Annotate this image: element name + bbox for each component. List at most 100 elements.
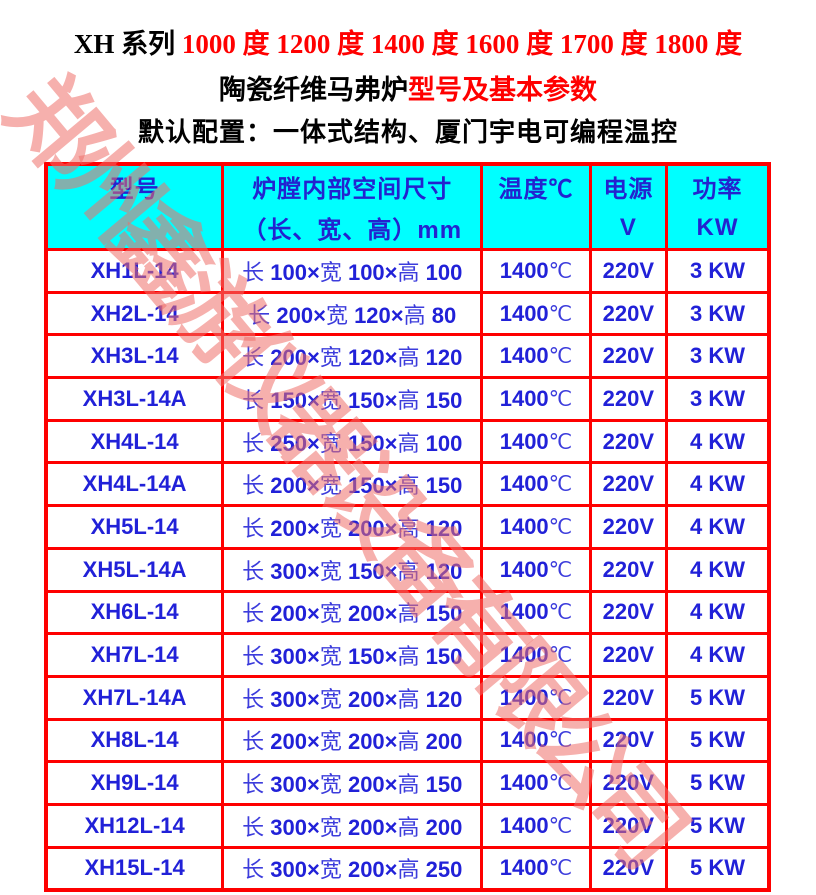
header-chamber-size-line1: 炉膛内部空间尺寸 — [252, 176, 453, 203]
dim-label-width: 宽 — [319, 644, 342, 670]
temperature-unit: ℃ — [548, 344, 573, 369]
model-cell: XH3L-14A — [44, 376, 225, 422]
temperature-value: 1400 — [499, 855, 549, 881]
temperature-unit: ℃ — [548, 472, 573, 497]
dim-value-height: 120 — [419, 686, 463, 712]
power-cell: 5 KW — [665, 674, 771, 721]
power-cell: 3 KW — [665, 248, 771, 294]
dim-value-height: 150 — [419, 601, 463, 627]
temperature-cell: 1400℃ — [480, 717, 592, 764]
temperature-value: 1400 — [499, 599, 549, 625]
dim-label-length: 长 — [242, 387, 265, 413]
dim-value-height: 150 — [419, 644, 463, 670]
temperature-unit: ℃ — [548, 600, 573, 625]
dim-value-width: 150× — [341, 430, 398, 456]
dim-label-width: 宽 — [319, 601, 342, 627]
temperature-value: 1400 — [499, 556, 549, 582]
dim-label-length: 长 — [242, 772, 265, 798]
dim-label-width: 宽 — [319, 345, 342, 371]
dim-value-height: 120 — [419, 345, 463, 371]
dim-label-length: 长 — [242, 814, 265, 840]
model-cell: XH15L-14 — [44, 845, 225, 892]
dim-value-width: 150× — [341, 387, 398, 413]
dim-label-height: 高 — [397, 259, 420, 285]
dim-label-length: 长 — [242, 345, 265, 371]
dimensions-cell: 长 200×宽 200×高 150 — [221, 589, 484, 636]
dimensions-cell: 长 200×宽 200×高 200 — [221, 717, 484, 764]
model-cell: XH2L-14 — [44, 290, 225, 337]
temperature-cell: 1400℃ — [480, 248, 592, 294]
header-temperature: 温度℃ — [480, 162, 592, 251]
power-cell: 4 KW — [665, 461, 771, 508]
temperature-value: 1400 — [499, 727, 549, 753]
dim-label-length: 长 — [242, 259, 265, 285]
dim-value-width: 200× — [341, 686, 398, 712]
power-cell: 5 KW — [665, 845, 771, 892]
voltage-cell: 220V — [588, 290, 669, 337]
temperature-unit: ℃ — [548, 856, 573, 881]
dimensions-cell: 长 300×宽 200×高 250 — [221, 845, 484, 892]
dim-value-width: 120× — [341, 345, 398, 371]
table-row: XH7L-14 长 300×宽 150×高 150 1400℃ 220V 4 KW — [44, 632, 771, 678]
title-series-black: XH 系列 — [73, 29, 182, 59]
dim-value-length: 200× — [264, 345, 320, 371]
dim-label-height: 高 — [397, 601, 420, 627]
dim-label-width: 宽 — [319, 430, 342, 456]
dim-value-height: 120 — [419, 558, 463, 584]
dim-label-length: 长 — [242, 473, 265, 499]
dimensions-cell: 长 200×宽 200×高 120 — [221, 504, 484, 550]
spec-table-body: XH1L-14 长 100×宽 100×高 100 1400℃ 220V 3 KW XH2… — [44, 248, 771, 892]
dim-value-length: 300× — [264, 772, 320, 798]
temperature-value: 1400 — [499, 770, 549, 796]
model-cell: XH6L-14 — [44, 589, 225, 636]
power-cell: 5 KW — [665, 760, 771, 806]
dim-label-width: 宽 — [325, 302, 348, 328]
dim-label-height: 高 — [397, 857, 420, 883]
dim-value-width: 200× — [341, 601, 398, 627]
table-row: XH4L-14 长 250×宽 150×高 100 1400℃ 220V 4 KW — [44, 418, 771, 465]
table-row: XH12L-14 长 300×宽 200×高 200 1400℃ 220V 5 KW — [44, 802, 771, 849]
header-power-unit: KW — [696, 213, 739, 241]
dim-label-length: 长 — [242, 515, 265, 541]
dim-value-height: 100 — [419, 430, 463, 456]
temperature-value: 1400 — [499, 428, 549, 454]
dim-label-length: 长 — [242, 644, 265, 670]
table-row: XH6L-14 长 200×宽 200×高 150 1400℃ 220V 4 KW — [44, 589, 771, 636]
voltage-cell: 220V — [588, 504, 669, 550]
dim-label-length: 长 — [242, 558, 265, 584]
spec-table-header: 型号 炉膛内部空间尺寸 （长、宽、高）mm 温度℃ 电源 V 功率 KW — [44, 162, 771, 251]
dim-value-height: 250 — [419, 857, 463, 883]
voltage-cell: 220V — [588, 546, 669, 593]
dim-label-length: 长 — [242, 430, 265, 456]
voltage-cell: 220V — [588, 674, 669, 721]
default-config-line: 默认配置：一体式结构、厦门宇电可编程温控 — [137, 117, 678, 147]
temperature-unit: ℃ — [548, 813, 573, 838]
temperature-unit: ℃ — [548, 557, 573, 582]
dim-value-width: 200× — [341, 814, 398, 840]
header-power-supply: 电源 V — [588, 162, 669, 251]
header-model-label: 型号 — [109, 176, 160, 203]
dim-label-width: 宽 — [319, 558, 342, 584]
temperature-cell: 1400℃ — [480, 674, 592, 721]
temperature-cell: 1400℃ — [480, 546, 592, 593]
dim-label-height: 高 — [397, 515, 420, 541]
model-cell: XH9L-14 — [44, 760, 225, 806]
dim-label-width: 宽 — [319, 387, 342, 413]
voltage-cell: 220V — [588, 632, 669, 678]
temperature-cell: 1400℃ — [480, 290, 592, 337]
model-cell: XH7L-14A — [44, 674, 225, 721]
model-cell: XH3L-14 — [44, 333, 225, 380]
dim-label-height: 高 — [397, 387, 420, 413]
dim-value-width: 120× — [347, 302, 404, 328]
header-power: 功率 KW — [665, 162, 771, 251]
dim-label-width: 宽 — [319, 729, 342, 755]
dim-value-length: 300× — [264, 558, 320, 584]
table-row: XH3L-14A 长 150×宽 150×高 150 1400℃ 220V 3 KW — [44, 376, 771, 422]
dimensions-cell: 长 300×宽 200×高 200 — [221, 802, 484, 849]
dim-value-length: 200× — [264, 601, 320, 627]
dimensions-cell: 长 300×宽 150×高 150 — [221, 632, 484, 678]
page-title-product: 陶瓷纤维马弗炉型号及基本参数 — [0, 68, 816, 107]
temperature-cell: 1400℃ — [480, 845, 592, 892]
dim-value-length: 200× — [264, 515, 320, 541]
